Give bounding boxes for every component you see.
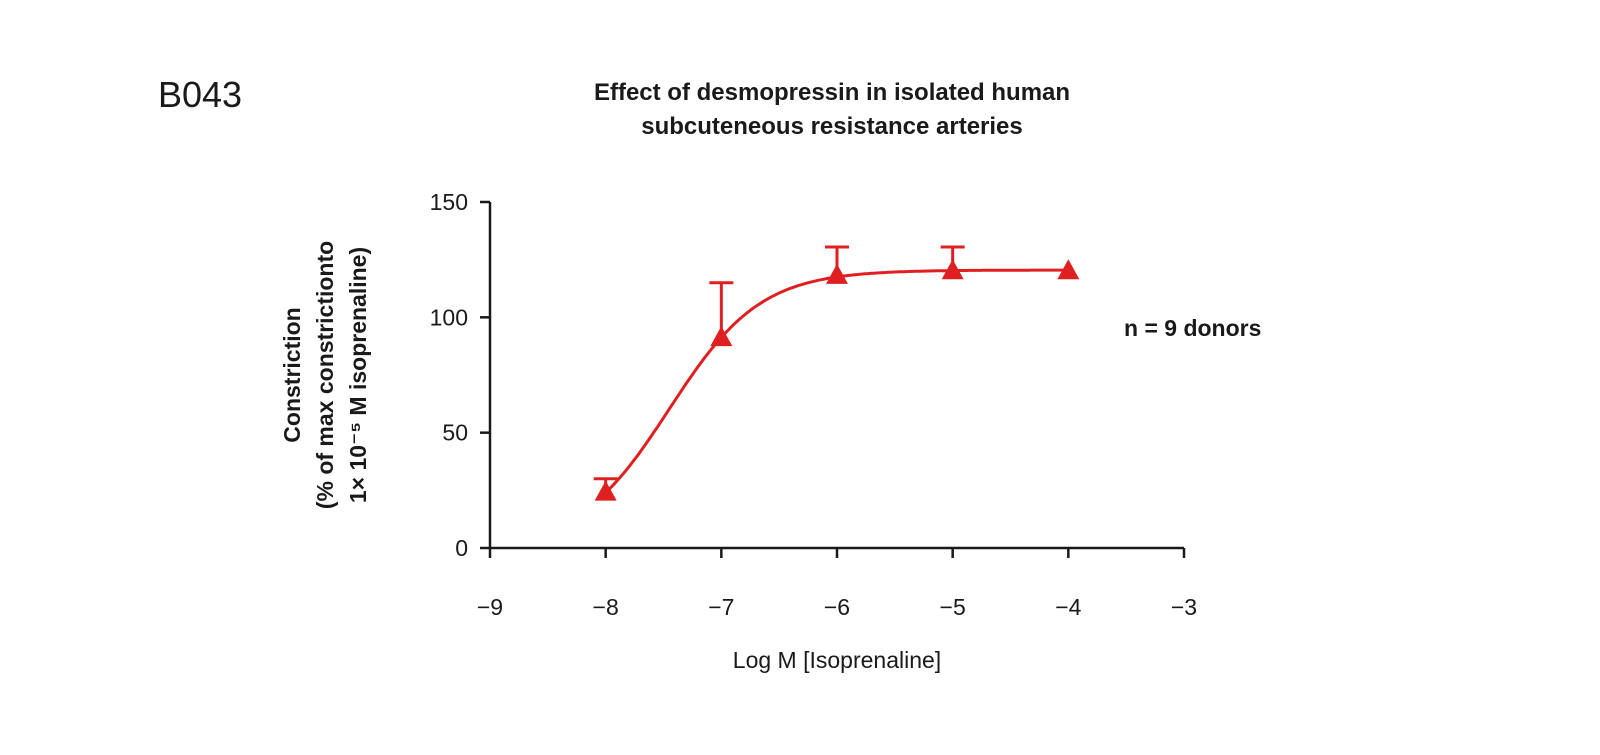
x-axis-label: Log M [Isoprenaline] [733,647,941,673]
y-tick-label: 0 [455,535,468,561]
y-axis-label-line-2: (% of max constrictionto [312,241,338,509]
data-point-triangle [710,326,733,347]
chart-title-line-2: subcuteneous resistance arteries [641,113,1023,140]
x-tick-label: −8 [593,594,619,620]
x-tick-label: −7 [708,594,734,620]
x-tick-label: −3 [1171,594,1197,620]
y-axis-label: Constriction (% of max constrictionto 1×… [279,241,371,509]
chart-title: Effect of desmopressin in isolated human… [482,76,1182,144]
panel-code: B043 [158,74,243,115]
x-tick-label: −5 [940,594,966,620]
x-tick-label: −9 [477,594,503,620]
annotation-n-donors: n = 9 donors [1124,315,1261,341]
x-tick-label: −4 [1055,594,1081,620]
fit-curve [604,268,1069,494]
y-tick-label: 50 [442,420,468,446]
data-point-triangle [1057,259,1080,280]
y-tick-label: 100 [430,304,468,330]
y-axis-label-line-3: 1× 10⁻⁵ M isoprenaline) [345,247,371,503]
y-tick-label: 150 [430,189,468,215]
data-point-triangle [826,263,848,284]
chart-title-line-1: Effect of desmopressin in isolated human [593,79,1071,106]
x-tick-label: −6 [824,594,850,620]
data-point-triangle [941,259,964,280]
y-axis-label-line-1: Constriction [279,307,305,442]
data-point-triangle [594,480,617,501]
